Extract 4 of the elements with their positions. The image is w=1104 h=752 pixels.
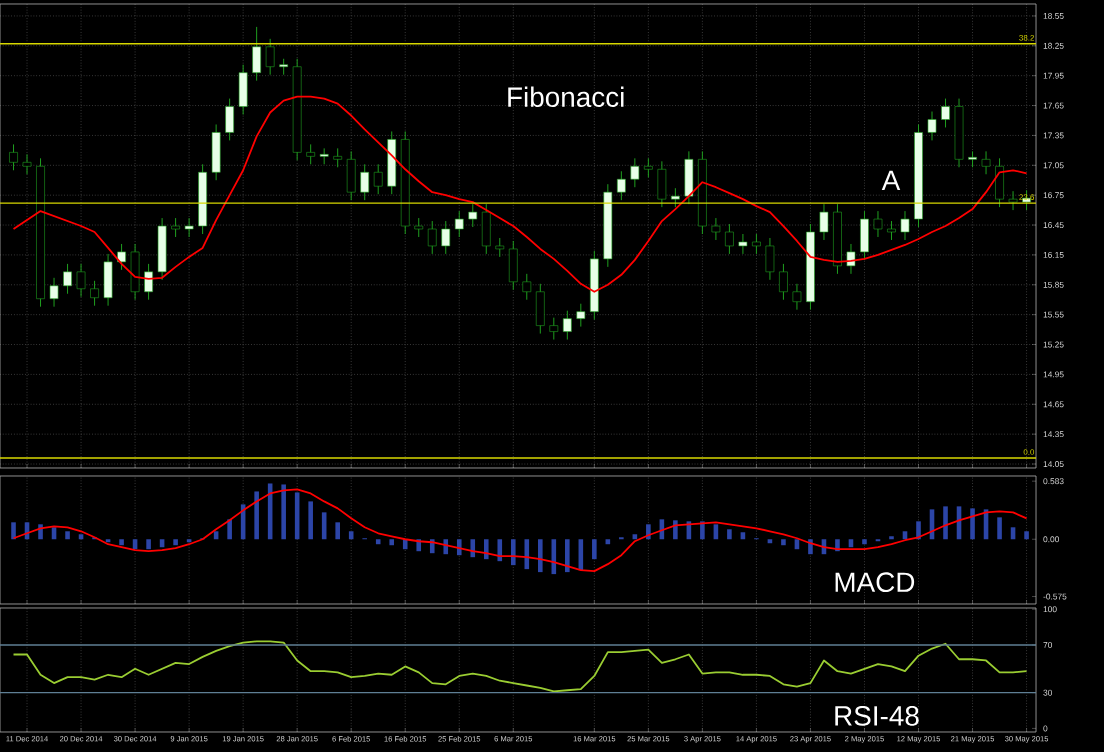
annotation: Fibonacci <box>508 86 624 108</box>
annotation: A <box>881 170 901 190</box>
annotation: MACD <box>835 572 915 593</box>
annotation: RSI-48 <box>835 705 919 726</box>
